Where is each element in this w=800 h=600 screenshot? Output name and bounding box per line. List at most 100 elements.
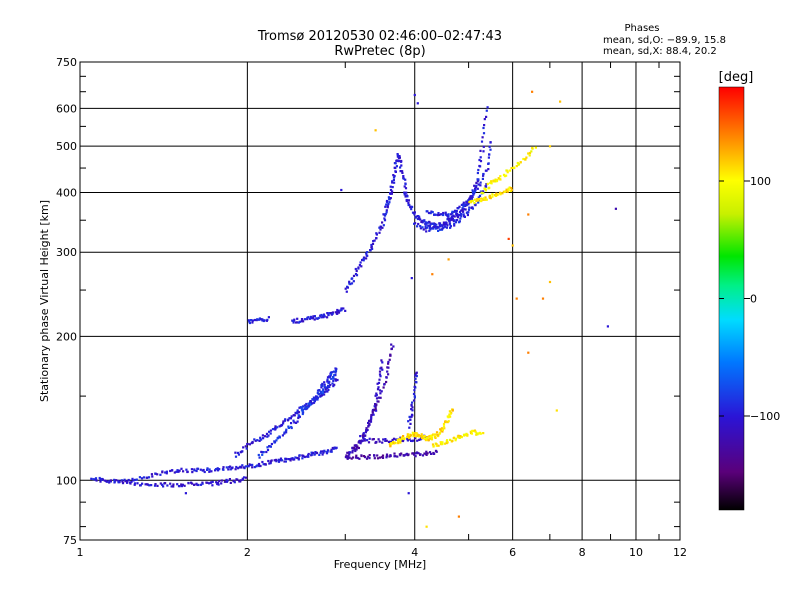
data-point xyxy=(407,453,410,456)
data-point xyxy=(147,476,151,479)
data-point xyxy=(485,109,488,112)
data-point xyxy=(193,469,196,472)
data-point xyxy=(467,199,470,202)
data-point xyxy=(342,307,345,310)
data-point xyxy=(426,210,429,213)
data-point xyxy=(376,457,380,460)
data-point xyxy=(298,320,301,323)
data-point xyxy=(391,190,394,193)
data-point xyxy=(419,453,422,456)
data-point xyxy=(484,185,487,188)
data-point xyxy=(236,467,240,470)
data-point xyxy=(344,309,347,312)
data-point xyxy=(161,471,164,474)
data-point xyxy=(388,455,391,458)
y-tick-label: 600 xyxy=(56,102,77,115)
data-point xyxy=(480,191,483,194)
data-point xyxy=(378,373,382,376)
data-point xyxy=(534,146,537,149)
data-point xyxy=(486,182,489,185)
data-point xyxy=(433,452,436,455)
data-point xyxy=(264,463,267,466)
data-point xyxy=(457,436,460,439)
data-point xyxy=(459,210,462,213)
data-point xyxy=(288,417,291,420)
data-point xyxy=(231,466,234,469)
data-point xyxy=(482,190,485,193)
data-point xyxy=(216,469,220,472)
data-point xyxy=(121,482,125,485)
data-point xyxy=(313,453,316,456)
data-point xyxy=(138,476,141,479)
data-point xyxy=(373,454,376,457)
data-point xyxy=(369,418,373,421)
data-point xyxy=(382,224,385,227)
data-point xyxy=(460,436,463,439)
data-point xyxy=(181,483,184,486)
data-point xyxy=(486,106,489,109)
data-point xyxy=(383,383,386,386)
data-point xyxy=(130,480,133,483)
data-point xyxy=(406,195,409,198)
data-point xyxy=(254,318,257,322)
data-point xyxy=(385,209,388,212)
data-point xyxy=(476,198,479,201)
data-point xyxy=(328,380,331,383)
data-point xyxy=(431,227,435,230)
data-point xyxy=(105,480,108,483)
data-point xyxy=(422,437,425,440)
data-point xyxy=(150,484,153,487)
data-point xyxy=(123,478,126,481)
data-point xyxy=(211,484,214,487)
data-point xyxy=(335,311,339,314)
data-point xyxy=(391,181,394,184)
data-point xyxy=(482,150,485,153)
data-point xyxy=(267,316,270,319)
data-point xyxy=(368,419,371,422)
data-point xyxy=(292,321,295,324)
data-point xyxy=(295,421,298,424)
data-point xyxy=(411,401,414,404)
data-point xyxy=(134,478,137,481)
data-point xyxy=(345,290,348,293)
data-point xyxy=(475,186,478,189)
data-point xyxy=(448,219,452,222)
data-point xyxy=(357,266,360,269)
data-point xyxy=(326,449,330,452)
data-point xyxy=(437,212,440,215)
data-point xyxy=(507,237,510,240)
data-point xyxy=(376,388,380,391)
data-point xyxy=(411,205,414,208)
data-point xyxy=(389,197,392,200)
data-point xyxy=(389,192,392,195)
data-point xyxy=(270,459,273,462)
data-point xyxy=(317,393,320,396)
data-point xyxy=(94,477,98,480)
data-point xyxy=(282,422,285,425)
data-point xyxy=(499,175,502,178)
data-point xyxy=(133,482,137,485)
data-point xyxy=(416,451,419,454)
data-point xyxy=(317,316,320,319)
data-point xyxy=(391,186,394,189)
data-point xyxy=(409,418,412,421)
data-point xyxy=(328,376,331,379)
data-point xyxy=(251,319,255,322)
data-point xyxy=(385,453,389,456)
data-point xyxy=(457,434,460,437)
data-point xyxy=(428,225,432,228)
data-point xyxy=(414,455,417,458)
data-point xyxy=(471,200,474,203)
data-point xyxy=(496,179,499,182)
data-point xyxy=(291,457,294,460)
data-point xyxy=(373,408,376,411)
data-point xyxy=(393,455,396,458)
data-point xyxy=(313,318,316,321)
data-point xyxy=(303,455,306,459)
data-point xyxy=(244,465,247,468)
data-point xyxy=(319,394,322,398)
data-point xyxy=(423,437,426,440)
data-point xyxy=(375,409,378,412)
data-point xyxy=(459,217,462,220)
data-point xyxy=(384,213,387,216)
